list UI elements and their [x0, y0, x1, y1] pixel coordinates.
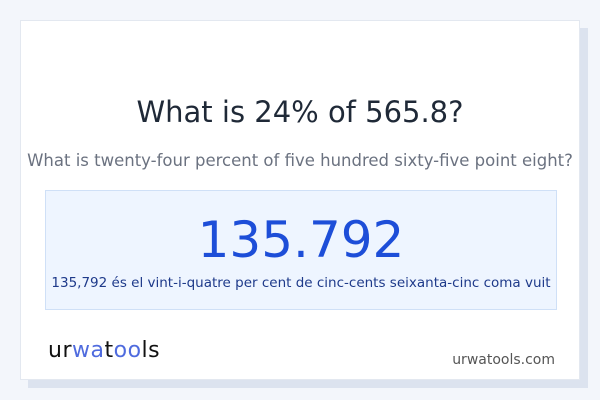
result-card: What is 24% of 565.8? What is twenty-fou… [20, 20, 580, 380]
result-box: 135.792 135,792 és el vint-i-quatre per … [45, 190, 557, 310]
urwatools-logo[interactable]: urwatools [48, 338, 161, 363]
result-words: 135,792 és el vint-i-quatre per cent de … [51, 275, 551, 291]
result-value: 135.792 [197, 211, 405, 269]
page-title: What is 24% of 565.8? [136, 95, 464, 129]
site-domain[interactable]: urwatools.com [452, 352, 555, 368]
page-subtitle: What is twenty-four percent of five hund… [27, 151, 573, 170]
